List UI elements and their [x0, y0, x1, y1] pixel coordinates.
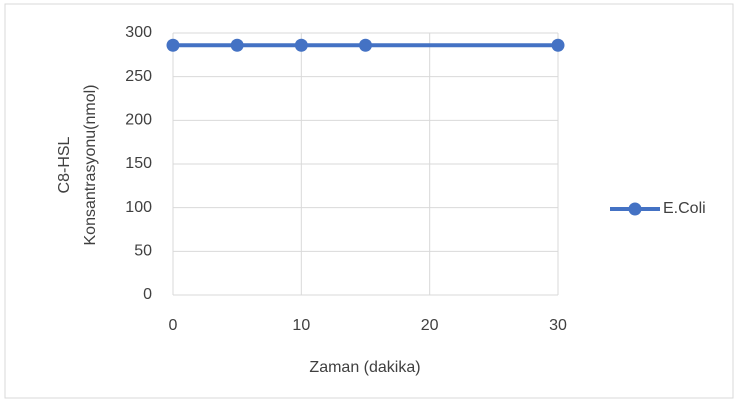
- legend-label: E.Coli: [663, 200, 706, 217]
- chart-border: [4, 3, 734, 399]
- y-axis-label: C8-HSL: [56, 136, 73, 193]
- y-tick-label: 300: [125, 24, 152, 41]
- point: [294, 38, 308, 52]
- point: [230, 38, 244, 52]
- legend-marker: [628, 202, 642, 216]
- point: [166, 38, 180, 52]
- y-tick-label: 200: [125, 112, 152, 129]
- y-tick-label: 0: [143, 286, 152, 303]
- y-tick-label: 50: [134, 243, 152, 260]
- y-tick-label: 100: [125, 199, 152, 216]
- y-tick-label: 150: [125, 155, 152, 172]
- x-axis-label: Zaman (dakika): [309, 359, 420, 376]
- x-tick-label: 0: [169, 317, 178, 334]
- point: [551, 38, 565, 52]
- x-tick-label: 30: [549, 317, 567, 334]
- point: [359, 38, 372, 52]
- y-axis-label: Konsantrasyonu(nmol): [82, 85, 99, 246]
- x-tick-label: 20: [421, 317, 439, 334]
- y-tick-label: 250: [125, 68, 152, 85]
- x-tick-label: 10: [292, 317, 310, 334]
